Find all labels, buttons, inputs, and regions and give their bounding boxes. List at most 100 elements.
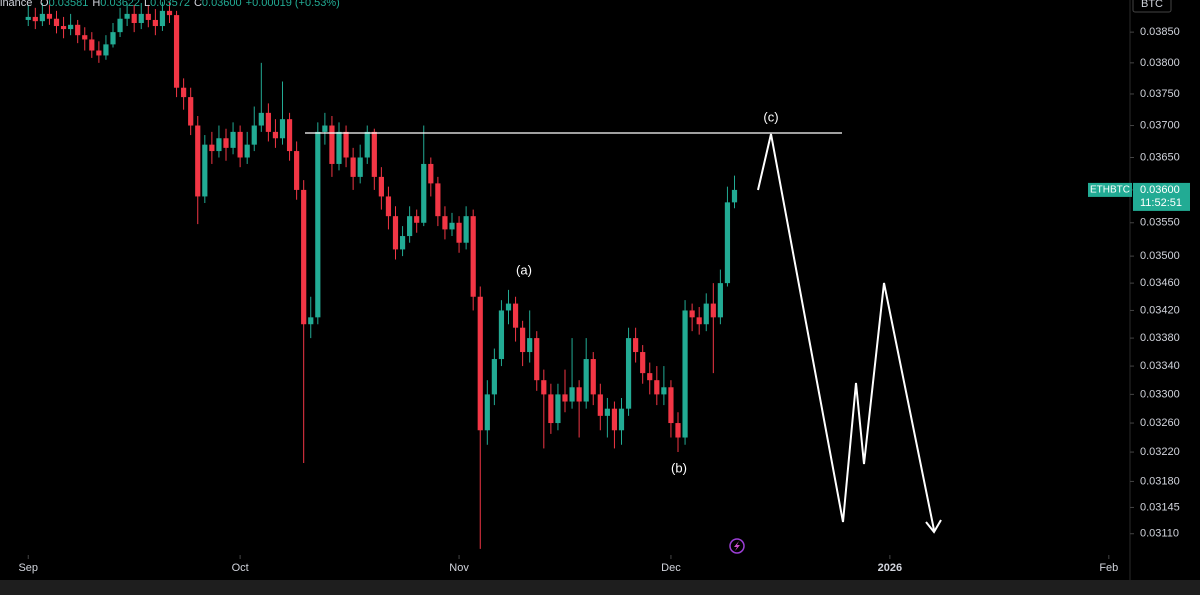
candle-body	[633, 338, 639, 353]
ohlc-value: 0.03581	[49, 0, 89, 9]
candle-body	[230, 131, 236, 148]
projection-arrowhead	[925, 519, 942, 534]
candle-body	[597, 394, 603, 416]
ohlc-legend: O0.03581 H0.03622 L0.03572 C0.03600 +0.00019…	[40, 0, 340, 9]
candle-body	[569, 387, 575, 402]
candle-body	[562, 394, 568, 402]
currency-box[interactable]	[1132, 0, 1172, 13]
y-tick-label: 0.03700	[1140, 119, 1180, 131]
ohlc-value: 0.03600	[202, 0, 242, 9]
price-tag-value: 0.03600	[1140, 184, 1180, 196]
candle-body	[604, 408, 610, 416]
candle-body	[527, 338, 533, 353]
candle-body	[308, 317, 314, 325]
candle-body	[25, 16, 31, 20]
candle-body	[442, 216, 448, 230]
candle-body	[717, 283, 723, 318]
y-tick-label: 0.03380	[1140, 332, 1180, 344]
symbol-tag-label: ETHBTC	[1090, 185, 1130, 196]
candle-body	[541, 380, 547, 395]
ohlc-letter: C	[194, 0, 202, 9]
candle-body	[138, 13, 144, 23]
candle-body	[286, 119, 293, 152]
candle-body	[576, 387, 582, 402]
candle-body	[223, 138, 229, 148]
candle-body	[68, 24, 74, 30]
y-tick-label: 0.03500	[1140, 250, 1180, 262]
candle-body	[654, 380, 660, 395]
candle-body	[449, 222, 455, 230]
y-tick-label: 0.03300	[1140, 388, 1180, 400]
wave-label: (a)	[516, 262, 532, 277]
candle-body	[202, 144, 208, 197]
wave-label: (b)	[671, 460, 687, 475]
candle-body	[696, 317, 702, 325]
candle-body	[456, 222, 462, 243]
y-tick-label: 0.03110	[1140, 528, 1179, 540]
y-tick-label: 0.03550	[1140, 217, 1180, 229]
event-bolt[interactable]	[734, 541, 740, 551]
candle-body	[237, 131, 243, 158]
candle-body	[173, 15, 180, 88]
x-tick-label: Nov	[449, 562, 469, 574]
wave-label: (c)	[763, 109, 778, 124]
x-tick-label: 2026	[878, 562, 902, 574]
ohlc-value: 0.03622	[100, 0, 140, 9]
candle-body	[477, 296, 483, 431]
candle-body	[534, 338, 540, 381]
candle-body	[399, 236, 406, 250]
y-tick-label: 0.03460	[1140, 277, 1180, 289]
event-circle[interactable]	[729, 538, 745, 554]
candle-body	[407, 216, 413, 237]
candle-body	[505, 303, 512, 311]
candle-body	[640, 352, 646, 374]
candle-body	[414, 216, 420, 223]
candle-body	[661, 387, 667, 395]
candle-body	[110, 32, 116, 45]
candle-body	[463, 216, 469, 243]
y-tick-label: 0.03260	[1140, 417, 1180, 429]
event-icon[interactable]	[729, 538, 745, 554]
ohlc-change: +0.00019 (+0.53%)	[246, 0, 340, 9]
candle-body	[46, 13, 53, 19]
candle-body	[548, 394, 554, 424]
candle-body	[689, 310, 695, 318]
ohlc-letter: O	[40, 0, 49, 9]
candle-body	[159, 10, 166, 27]
candle-body	[322, 125, 328, 132]
candle-body	[209, 144, 215, 152]
y-tick-label: 0.03800	[1140, 57, 1180, 69]
candle-body	[89, 39, 95, 51]
candle-body	[618, 408, 625, 431]
candle-body	[520, 327, 526, 353]
candle-body	[484, 394, 490, 431]
y-tick-label: 0.03650	[1140, 151, 1180, 163]
candle-body	[625, 338, 632, 409]
candle-body	[75, 24, 81, 36]
candle-body	[131, 13, 137, 23]
ohlc-value: 0.03572	[150, 0, 190, 9]
candle-body	[357, 157, 363, 177]
currency[interactable]: BTC	[1141, 0, 1163, 10]
candle-body	[258, 112, 264, 126]
y-tick-label: 0.03420	[1140, 304, 1180, 316]
candle-body	[181, 87, 187, 98]
candle-body	[491, 359, 497, 395]
y-tick-label: 0.03145	[1140, 501, 1180, 513]
ohlc-letter: H	[92, 0, 100, 9]
candle-body	[435, 183, 441, 217]
candle-body	[82, 35, 88, 40]
y-tick-label: 0.03180	[1140, 475, 1180, 487]
candle-body	[315, 131, 321, 318]
candle-body	[145, 13, 151, 20]
candle-body	[647, 373, 653, 381]
exchange-name: inance	[0, 0, 32, 9]
candle-body	[216, 138, 222, 152]
candle-body	[583, 359, 589, 402]
y-tick-label: 0.03850	[1140, 26, 1180, 38]
candle-body	[710, 303, 716, 318]
candle-body	[188, 97, 194, 126]
candle-body	[336, 131, 342, 164]
